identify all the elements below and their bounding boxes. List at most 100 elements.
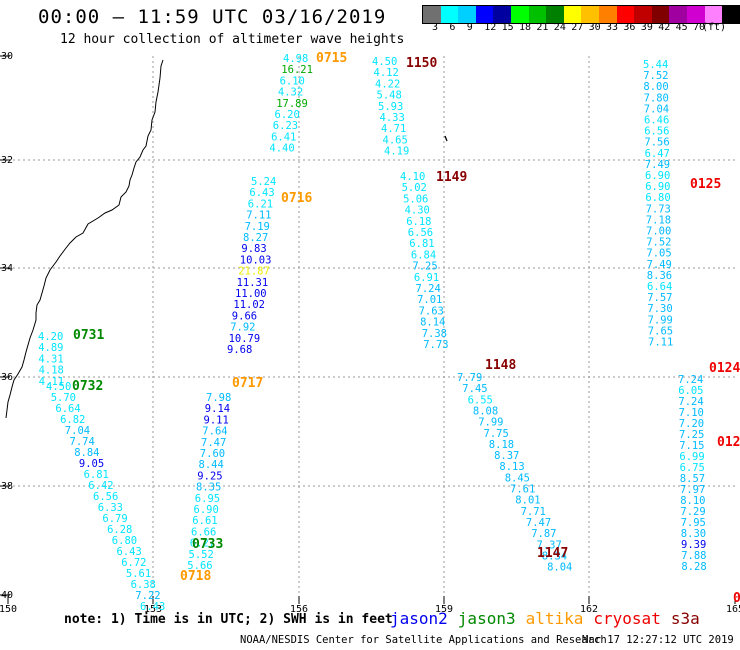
color-scale-tick: 27 (571, 22, 584, 33)
wave-height-value: 9.05 (79, 458, 104, 470)
color-scale-tick: 15 (501, 22, 514, 33)
pass-time-label: 1149 (436, 170, 467, 185)
wave-height-value: 10.79 (229, 333, 261, 345)
wave-height-value: 4.22 (375, 78, 400, 90)
latitude-label: 32 (1, 155, 13, 166)
wave-height-value: 6.64 (647, 281, 672, 293)
pass-time-label: 0122 (733, 591, 740, 606)
color-scale-tick: 36 (623, 22, 636, 33)
latitude-label: 36 (1, 372, 13, 383)
wave-height-value: 7.15 (679, 440, 704, 452)
wave-height-value: 4.50 (372, 56, 397, 68)
wave-height-value: 6.56 (93, 491, 118, 503)
wave-height-value: 7.49 (647, 259, 672, 271)
color-scale-labels: 3 6 9 12 15 18 21 24 27 30 33 36 39 42 45 70 (422, 22, 740, 36)
wave-height-value: 4.33 (380, 112, 405, 124)
color-swatch (686, 6, 705, 23)
wave-height-value: 5.70 (51, 392, 76, 404)
wave-height-value: 9.66 (232, 310, 257, 322)
wave-height-value: 6.23 (273, 120, 298, 132)
wave-height-value: 6.91 (414, 272, 439, 284)
wave-height-value: 8.35 (196, 482, 221, 494)
coastline (5, 59, 164, 419)
wave-height-value: 5.52 (189, 549, 214, 561)
longitude-label: 165 (726, 604, 740, 615)
wave-height-value: 7.25 (679, 429, 704, 441)
color-scale-tick: 9 (466, 22, 473, 33)
wave-height-value: 6.10 (280, 75, 305, 87)
wave-height-value: 9.11 (204, 414, 229, 426)
wave-height-value: 7.18 (646, 214, 671, 226)
wave-height-value: 7.56 (644, 137, 669, 149)
wave-height-value: 11.00 (235, 288, 267, 300)
wave-height-value: 6.64 (55, 403, 80, 415)
legend-item-cryosat: cryosat (593, 609, 661, 628)
wave-height-value: 9.25 (197, 470, 222, 482)
wave-height-value: 6.41 (271, 131, 296, 143)
wave-height-value: 7.19 (245, 221, 270, 233)
color-swatch (651, 6, 670, 23)
wave-height-value: 11.31 (237, 277, 269, 289)
latitude-label: 40 (1, 590, 13, 601)
wave-height-value: 7.30 (647, 303, 672, 315)
credit-line: NOAA/NESDIS Center for Satellite Applica… (240, 634, 607, 646)
color-swatch (581, 6, 599, 23)
wave-height-value: 6.55 (468, 394, 493, 406)
longitude-label: 150 (0, 604, 17, 615)
pass-time-label: 0732 (72, 379, 103, 394)
pass-time-label: 0718 (180, 569, 211, 584)
wave-height-value: 6.05 (678, 385, 703, 397)
wave-height-value: 4.71 (381, 123, 406, 135)
color-swatch (423, 6, 441, 23)
wave-height-value: 5.66 (187, 560, 212, 572)
wave-height-value: 8.36 (647, 270, 672, 282)
wave-height-value: 7.04 (65, 425, 90, 437)
wave-height-value: 7.49 (645, 159, 670, 171)
wave-height-value: 4.12 (374, 67, 399, 79)
wave-height-value: 4.98 (283, 53, 308, 65)
wave-height-value: 6.61 (192, 515, 217, 527)
wave-height-value: 9.83 (241, 243, 266, 255)
wave-height-value: 7.99 (478, 417, 503, 429)
wave-height-value: 7.60 (200, 448, 225, 460)
wave-height-value: 8.28 (681, 561, 706, 573)
wave-height-value: 7.22 (135, 590, 160, 602)
wave-height-value: 6.66 (191, 526, 216, 538)
wave-height-value: 5.44 (643, 59, 668, 71)
wave-height-value: 6.43 (117, 546, 142, 558)
wave-height-value: 7.37 (537, 539, 562, 551)
wave-height-value: 6.80 (112, 535, 137, 547)
wave-height-value: 6.80 (645, 192, 670, 204)
wave-height-value: 7.24 (678, 396, 703, 408)
wave-height-value: 7.99 (648, 314, 673, 326)
color-swatch (440, 6, 459, 23)
wave-height-value: 7.61 (510, 484, 535, 496)
wave-height-value: 7.47 (526, 517, 551, 529)
color-scale-tick: 12 (484, 22, 497, 33)
wave-height-value: 7.73 (646, 203, 671, 215)
wave-height-value: 6.82 (60, 414, 85, 426)
wave-height-value: 6.38 (131, 579, 156, 591)
wave-height-value: 6.81 (84, 469, 109, 481)
pass-time-label: 0716 (281, 191, 312, 206)
wave-height-value: 7.64 (202, 426, 227, 438)
wave-height-value: 11.02 (233, 299, 265, 311)
wave-height-value: 7.52 (643, 70, 668, 82)
color-swatch (475, 6, 494, 23)
wave-height-value: 6.95 (195, 493, 220, 505)
wave-height-value: 6.56 (408, 227, 433, 239)
wave-height-value: 4.50 (46, 381, 71, 393)
wave-height-value: 7.11 (648, 337, 673, 349)
pass-time-label: 1150 (406, 56, 437, 71)
color-swatch (458, 6, 476, 23)
color-swatch (563, 6, 582, 23)
wave-height-value: 7.04 (644, 103, 669, 115)
wave-height-value: 7.97 (680, 484, 705, 496)
wave-height-value: 7.71 (521, 506, 546, 518)
color-swatch (528, 6, 547, 23)
pass-time-label: 0123 (717, 435, 740, 450)
wave-height-value: 6.90 (645, 170, 670, 182)
wave-height-value: 8.01 (515, 495, 540, 507)
wave-height-value: 6.42 (88, 480, 113, 492)
